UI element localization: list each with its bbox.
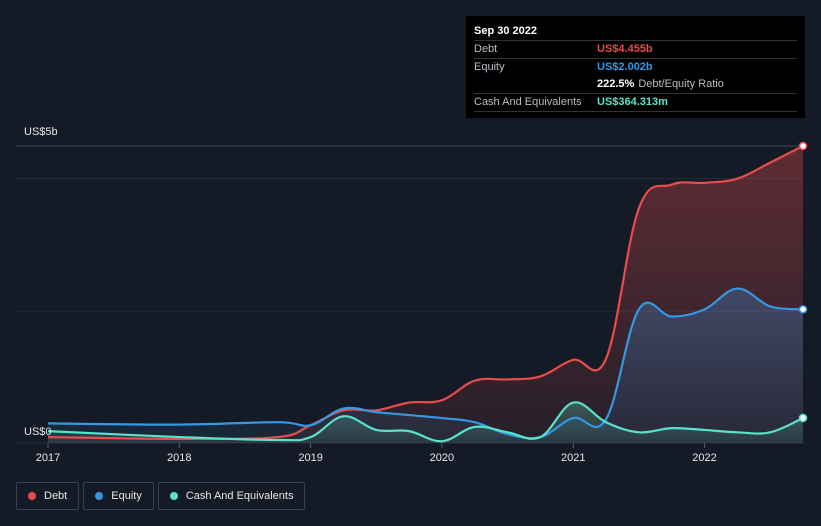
tooltip-row-debt: Debt US$4.455b <box>474 41 797 59</box>
tooltip-row-ratio: 222.5% Debt/Equity Ratio <box>474 76 797 94</box>
x-tick-label: 2017 <box>36 452 60 464</box>
x-tick-label: 2020 <box>430 452 454 464</box>
legend-item-equity[interactable]: Equity <box>83 482 154 510</box>
equity-line <box>47 287 804 440</box>
x-tick-label: 2021 <box>561 452 585 464</box>
legend: Debt Equity Cash And Equivalents <box>16 482 309 510</box>
tooltip-value: 222.5% <box>597 78 635 90</box>
tooltip-panel: Sep 30 2022 Debt US$4.455b Equity US$2.0… <box>466 16 805 118</box>
legend-label: Cash And Equivalents <box>185 490 294 502</box>
debt-end-point <box>798 141 808 151</box>
x-axis: 2017 2018 2019 2020 2021 2022 <box>36 443 717 464</box>
cash-and-equivalents-line <box>47 401 804 443</box>
y-axis-top-label: US$5b <box>24 126 58 138</box>
series-layer <box>47 141 808 443</box>
debt-area <box>48 146 803 443</box>
cash-and-equivalents-end-point <box>798 413 808 423</box>
y-axis-bottom-label: US$0 <box>24 426 52 438</box>
tooltip-date: Sep 30 2022 <box>474 23 797 41</box>
tooltip-label: Debt <box>474 43 498 55</box>
legend-item-debt[interactable]: Debt <box>16 482 80 510</box>
debt-line <box>47 145 804 441</box>
tooltip-row-cash: Cash And Equivalents US$364.313m <box>474 94 797 112</box>
tooltip-label: Cash And Equivalents <box>474 96 582 108</box>
tooltip-row-equity: Equity US$2.002b <box>474 59 797 76</box>
legend-label: Debt <box>44 490 68 502</box>
tooltip-value: US$2.002b <box>597 61 653 73</box>
x-tick-label: 2019 <box>298 452 322 464</box>
legend-dot-icon <box>28 492 36 500</box>
tooltip-label <box>474 76 597 93</box>
cash-and-equivalents-area <box>48 402 803 443</box>
tooltip-value: US$364.313m <box>597 96 668 108</box>
tooltip-value: US$4.455b <box>597 43 653 55</box>
equity-area <box>48 288 803 443</box>
x-tick-label: 2018 <box>167 452 191 464</box>
legend-item-cash[interactable]: Cash And Equivalents <box>157 482 306 510</box>
legend-dot-icon <box>169 492 178 500</box>
tooltip-label: Equity <box>474 61 505 73</box>
equity-end-point <box>798 305 808 314</box>
legend-label: Equity <box>111 490 142 502</box>
x-tick-label: 2022 <box>692 452 716 464</box>
tooltip-extra: Debt/Equity Ratio <box>638 78 724 90</box>
legend-dot-icon <box>95 492 104 500</box>
